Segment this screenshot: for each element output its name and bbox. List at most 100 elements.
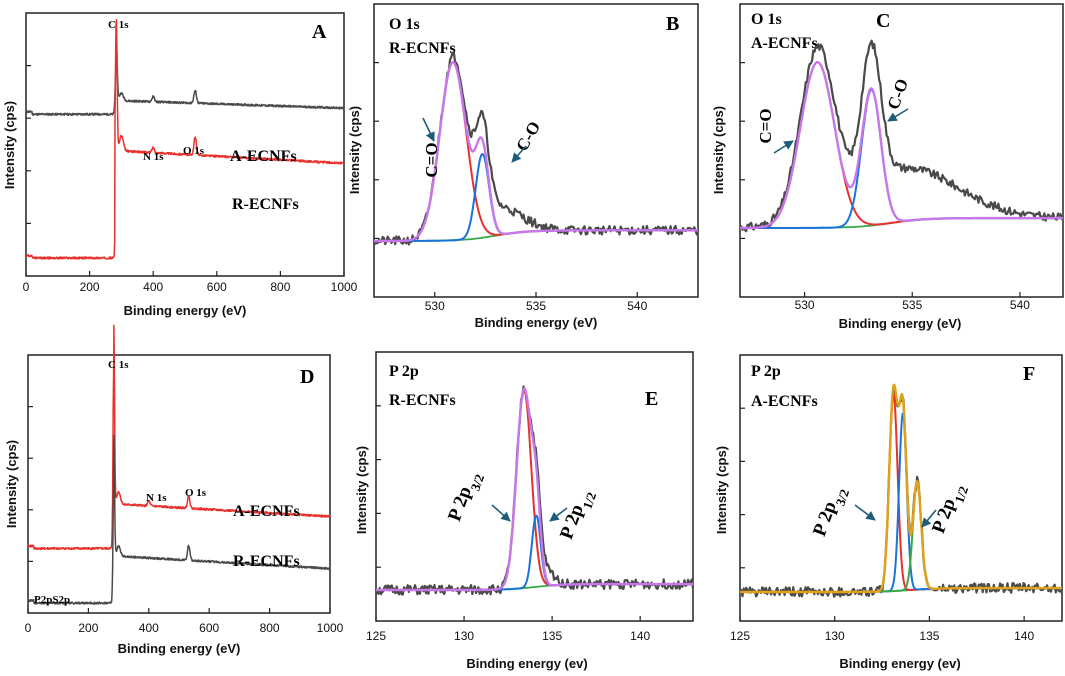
panel-d-plot <box>27 324 331 605</box>
panel-e-xtick-label: 135 <box>542 629 562 643</box>
panel-a-xtick-label: 200 <box>80 280 100 294</box>
panel-b-xticks: 530 535 540 <box>374 61 648 313</box>
panel-b-ylabel: Intensity (cps) <box>347 106 362 194</box>
panel-e-plot <box>375 385 695 596</box>
panel-d-xtick-label: 200 <box>78 621 98 635</box>
panel-d-legend-r-ecnfs: R-ECNFs <box>233 553 300 570</box>
panel-a-series-a-ecnfs <box>25 50 345 116</box>
panel-e-xticks: 125 130 135 140 <box>366 405 650 643</box>
panel-a-legend-r-ecnfs: R-ECNFs <box>232 196 299 213</box>
panel-b-plot <box>373 51 699 246</box>
panel-d-p2ps2p-label: P2pS2p <box>34 594 70 606</box>
panel-d-n1s-label: N 1s <box>146 492 167 504</box>
panel-e-header-line2: R-ECNFs <box>389 392 456 409</box>
panel-f-p2p32-arrow <box>854 504 876 521</box>
panel-a-peak-labels: C 1s N 1s O 1s <box>108 19 205 163</box>
panel-c-xtick-label: 530 <box>795 298 815 312</box>
panel-d-peak-labels: C 1s N 1s O 1s P2pS2p <box>34 359 207 606</box>
panel-c-co-single-arrow <box>887 108 909 122</box>
panel-c-xlabel: Binding energy (eV) <box>839 316 962 331</box>
panel-a: A C 1s N 1s O 1s A-ECNFs R-ECNFs Binding… <box>2 12 358 318</box>
panel-f-ylabel: Intensity (cps) <box>714 446 729 534</box>
panel-d-xtick-label: 0 <box>25 621 32 635</box>
panel-f-header-line2: A-ECNFs <box>751 393 818 410</box>
panel-e-xlabel: Binding energy (ev) <box>466 656 587 671</box>
panel-e-component-p-2p3-2 <box>375 389 694 591</box>
panel-f-xtick-label: 130 <box>825 629 845 643</box>
panel-f-xticks: 125 130 135 140 <box>730 407 1034 643</box>
panel-a-xticks: 0 200 400 600 800 1000 <box>23 64 358 294</box>
panel-a-xtick-label: 400 <box>143 280 163 294</box>
panel-d-c1s-label: C 1s <box>108 359 129 371</box>
panel-d-o1s-label: O 1s <box>185 487 207 499</box>
panel-a-c1s-label: C 1s <box>108 19 129 31</box>
panel-e-fit-envelope <box>375 387 694 592</box>
panel-d-xtick-label: 600 <box>199 621 219 635</box>
panel-b-fit-envelope <box>373 61 699 243</box>
panel-b-header-line2: R-ECNFs <box>389 40 456 57</box>
panel-f-frame <box>739 354 1063 622</box>
panel-c-raw-spectrum <box>739 39 1064 233</box>
panel-e-p2p32-label: P 2p3/2 <box>444 468 487 526</box>
panel-d-xtick-label: 800 <box>260 621 280 635</box>
panel-a-frame <box>25 12 345 277</box>
panel-f-xtick-label: 135 <box>919 629 939 643</box>
panel-e-letter: E <box>645 388 658 410</box>
panel-e-xtick-label: 130 <box>454 629 474 643</box>
panel-f-letter: F <box>1023 363 1035 385</box>
panel-d-xtick-label: 400 <box>139 621 159 635</box>
panel-e-annotations: P 2p3/2 P 2p1/2 <box>444 468 599 544</box>
panel-e-component-p-2p1-2 <box>375 514 694 591</box>
panel-b-xtick-label: 530 <box>425 299 445 313</box>
panel-c-xtick-label: 540 <box>1010 298 1030 312</box>
panel-a-series-r-ecnfs <box>25 19 345 260</box>
panel-f-plot <box>739 383 1063 598</box>
panel-a-xtick-label: 600 <box>207 280 227 294</box>
panel-b-co-double-arrow <box>422 117 435 142</box>
panel-a-xtick-label: 800 <box>270 280 290 294</box>
panel-a-xtick-label: 0 <box>23 280 30 294</box>
panel-a-xtick-label: 1000 <box>331 280 358 294</box>
panel-f-xtick-label: 125 <box>730 629 750 643</box>
panel-d-series-r-ecnfs <box>27 434 331 605</box>
panel-d-series-a-ecnfs <box>27 324 331 551</box>
panel-d-xticks: 0 200 400 600 800 1000 <box>25 406 344 635</box>
panel-f-p2p32-label: P 2p3/2 <box>809 483 852 541</box>
panel-f-xtick-label: 140 <box>1014 629 1034 643</box>
panel-f-p2p12-label: P 2p1/2 <box>928 480 971 538</box>
panel-e-ylabel: Intensity (cps) <box>354 446 369 534</box>
panel-e-p2p12-label: P 2p1/2 <box>556 486 599 544</box>
panel-c-co-double-label: C=O <box>756 108 775 143</box>
panel-b-header-line1: O 1s <box>389 16 420 33</box>
panel-c-co-double-arrow <box>773 140 794 154</box>
panel-c-frame <box>739 3 1064 298</box>
panel-a-n1s-label: N 1s <box>143 151 164 163</box>
panel-e-frame <box>375 351 694 622</box>
panel-e-header-line1: P 2p <box>389 363 419 380</box>
panel-c-fit-envelope <box>739 60 1064 230</box>
panel-e-xtick-label: 125 <box>366 629 386 643</box>
panel-d-xtick-label: 1000 <box>317 621 344 635</box>
panel-e-p2p32-arrow <box>491 504 511 522</box>
panel-c-header-line2: A-ECNFs <box>751 35 818 52</box>
panel-d-frame <box>27 354 331 614</box>
panel-a-o1s-label: O 1s <box>183 145 205 157</box>
panel-a-legend-a-ecnfs: A-ECNFs <box>230 148 297 165</box>
panel-c: O 1s A-ECNFs C C=O C-O Binding energy (e… <box>711 3 1064 331</box>
panel-a-plot <box>25 19 345 260</box>
panel-b-co-single-arrow <box>511 145 527 163</box>
panel-f: P 2p A-ECNFs F P 2p3/2 P 2p1/2 Binding e… <box>714 354 1063 671</box>
panel-f-header-line1: P 2p <box>751 363 781 380</box>
panel-b: O 1s R-ECNFs B C=O C-O Binding energy (e… <box>347 3 699 330</box>
panel-b-co-single-label: C-O <box>512 118 544 154</box>
panel-e-raw-spectrum <box>375 385 695 596</box>
panel-a-letter: A <box>312 21 327 43</box>
panel-c-xticks: 530 535 540 <box>740 61 1030 312</box>
panel-e-xtick-label: 140 <box>630 629 650 643</box>
panel-f-p2p12-arrow <box>921 509 937 528</box>
panel-d-xlabel: Binding energy (eV) <box>118 641 241 656</box>
panel-e: P 2p R-ECNFs E P 2p3/2 P 2p1/2 Binding e… <box>354 351 695 671</box>
panel-f-xlabel: Binding energy (ev) <box>839 656 960 671</box>
panel-d: D C 1s N 1s O 1s P2pS2p A-ECNFs R-ECNFs … <box>4 324 344 656</box>
